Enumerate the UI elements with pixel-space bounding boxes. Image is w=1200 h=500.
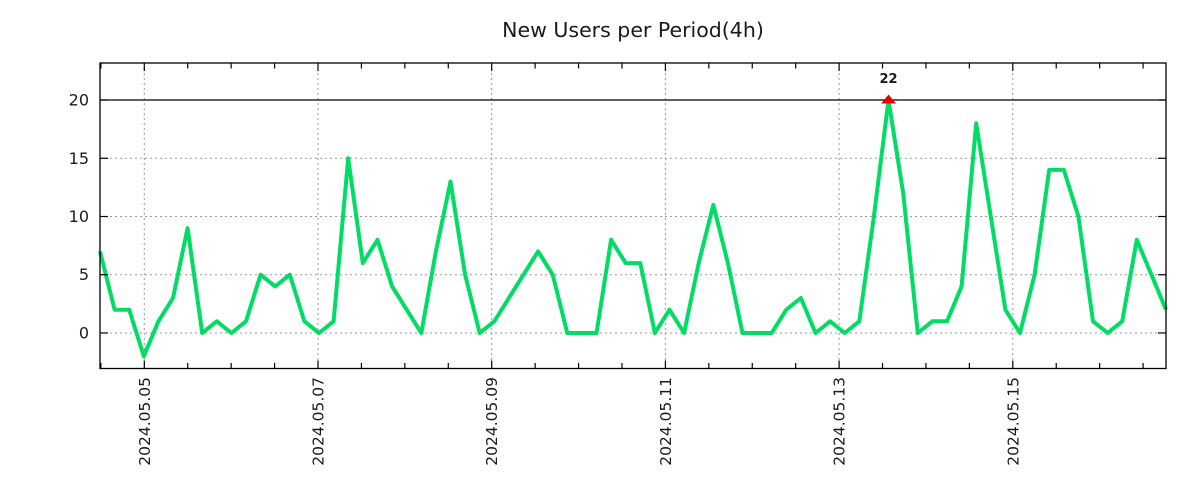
grid-layer: [100, 63, 1166, 369]
x-tick-label: 2024.05.13: [831, 377, 849, 466]
plot-border: [99, 62, 1167, 370]
series-line: [98, 98, 1168, 359]
chart-title: New Users per Period(4h): [502, 18, 764, 42]
series-layer: [98, 98, 1168, 359]
x-tick-label: 2024.05.11: [657, 377, 675, 466]
axis-label-layer: 0 5 10 15 20 2024.05.05 2024.05.07 2024.05.09 20…: [69, 91, 1023, 466]
x-tick-label: 2024.05.09: [483, 377, 501, 466]
x-tick-label: 2024.05.05: [136, 377, 154, 466]
y-tick-label: 5: [79, 265, 89, 284]
x-tick-label: 2024.05.07: [310, 377, 328, 466]
annotation-layer: 22: [880, 72, 898, 104]
y-tick-label: 10: [69, 207, 89, 226]
y-tick-label: 20: [69, 91, 89, 110]
peak-marker: [881, 94, 897, 104]
y-tick-label: 15: [69, 149, 89, 168]
x-tick-label: 2024.05.15: [1004, 377, 1022, 466]
axis-layer: [99, 62, 1167, 370]
y-tick-label: 0: [79, 323, 89, 342]
peak-annotation: 22: [880, 72, 898, 87]
